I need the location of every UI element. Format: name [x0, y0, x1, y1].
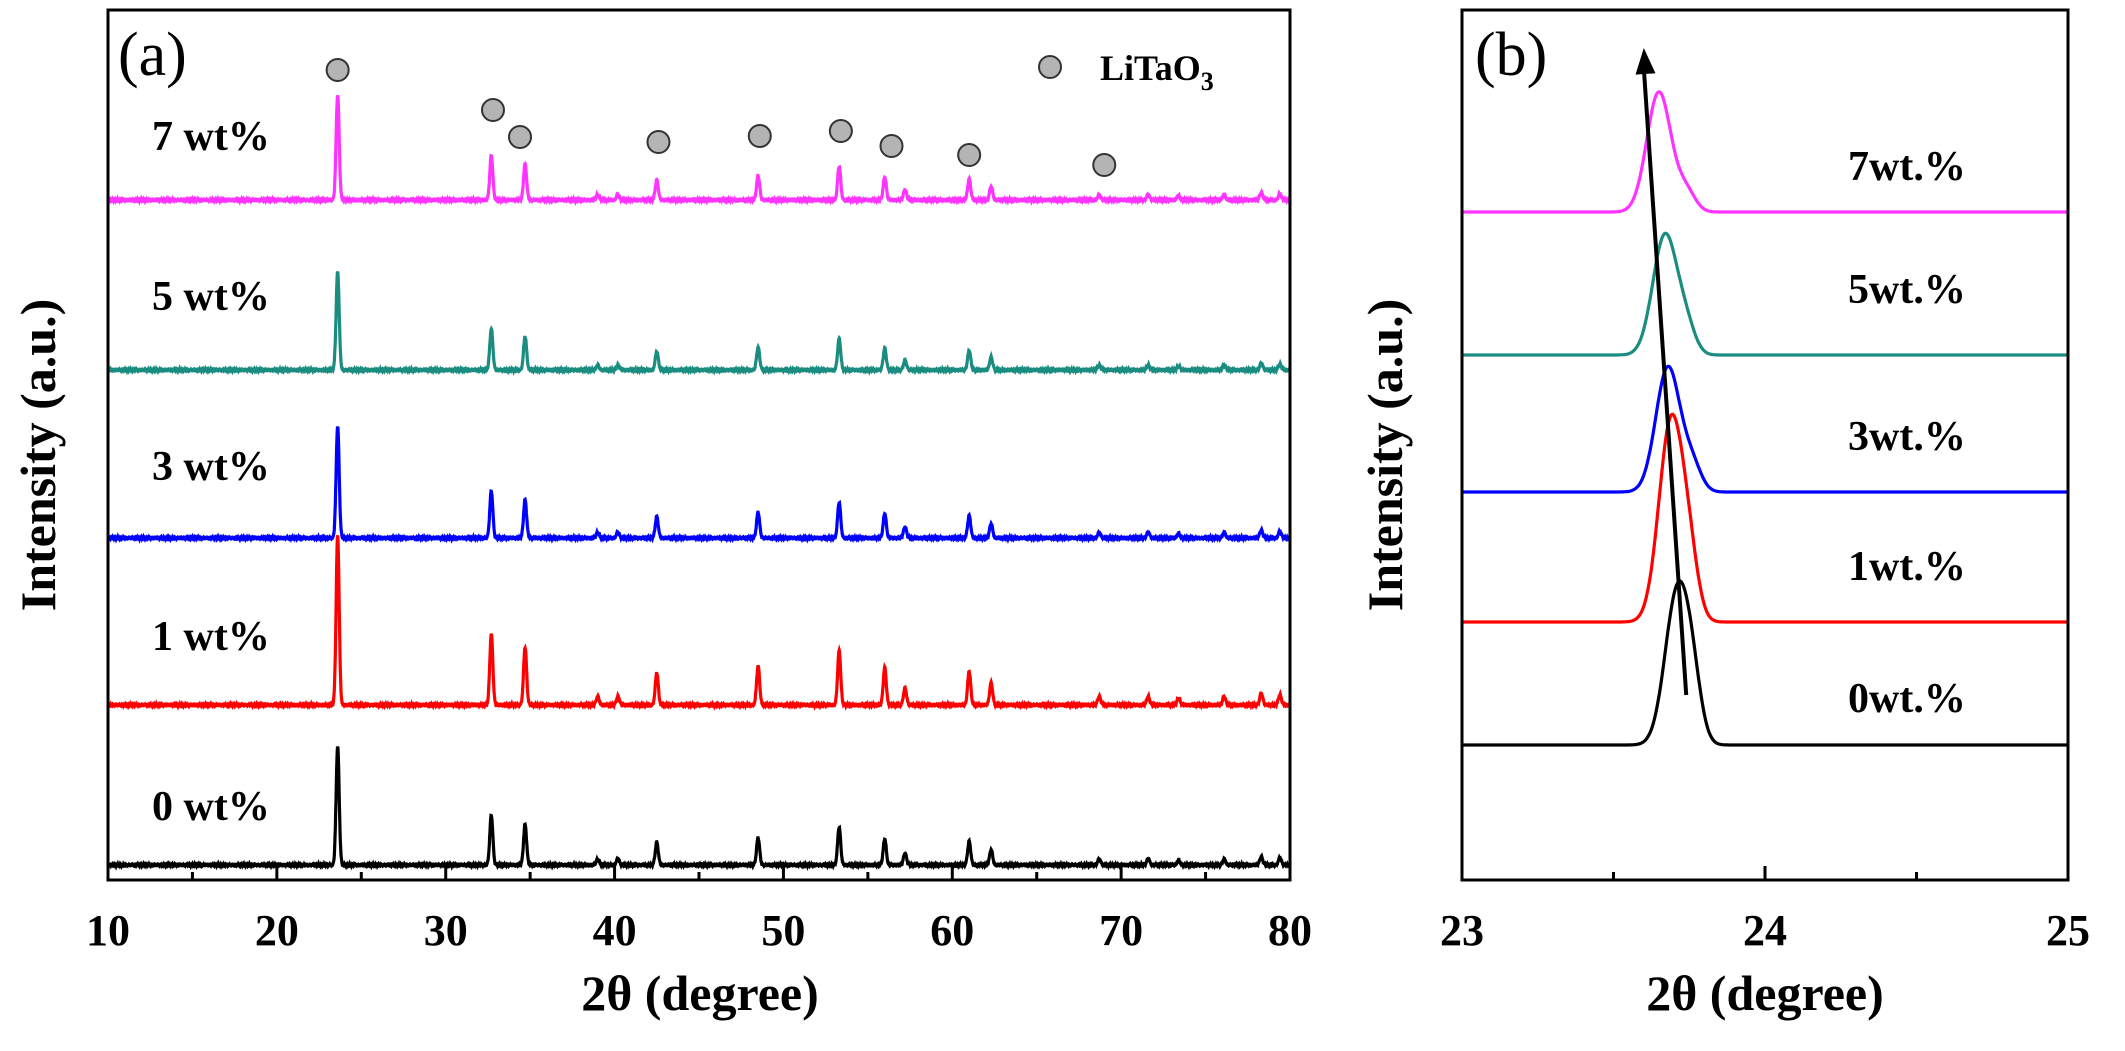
panel-b-frame: [1460, 8, 2070, 882]
phase-marker: [480, 98, 505, 122]
x-tick-label: 30: [424, 906, 468, 955]
series-label: 1wt.%: [1848, 544, 1966, 590]
phase-marker: [1092, 153, 1117, 177]
series-label: 3wt.%: [1848, 414, 1966, 460]
panel-b-y-axis-label: Intensity (a.u.): [1357, 299, 1413, 612]
phase-marker: [747, 124, 772, 148]
phase-marker: [646, 130, 671, 154]
series-label: 7 wt%: [152, 114, 270, 160]
series-line: [1462, 231, 2068, 357]
x-tick-label: 24: [1743, 906, 1787, 955]
series-line-3wt: [106, 426, 1292, 544]
series-label: 0 wt%: [152, 784, 270, 830]
series-line: [1462, 579, 2068, 747]
legend-label-sub: 3: [1201, 67, 1214, 96]
panel-b-traces: [1462, 90, 2068, 747]
x-tick-label: 70: [1099, 906, 1143, 955]
phase-marker: [828, 119, 853, 143]
panel-a-x-axis: 10 20 30 40 50 60 70 80: [86, 866, 1312, 955]
panel-b-x-axis-label: 2θ (degree): [1646, 965, 1884, 1021]
legend-marker: [1038, 55, 1062, 79]
panel-a-series-labels: 0 wt% 1 wt% 3 wt% 5 wt% 7 wt%: [152, 114, 270, 830]
phase-marker: [508, 125, 533, 149]
panel-a-label: (a): [118, 21, 187, 89]
x-tick-label: 25: [2046, 906, 2090, 955]
panel-b: 23 24 25 0wt.% 1wt.% 3wt.% 5wt.% 7wt.% (b) 2θ …: [1357, 8, 2090, 1021]
arrow-shaft: [1641, 67, 1689, 696]
panel-b-x-axis: 23 24 25: [1440, 866, 2090, 955]
panel-b-series-labels: 0wt.% 1wt.% 3wt.% 5wt.% 7wt.%: [1848, 144, 1966, 722]
x-tick-label: 20: [255, 906, 299, 955]
series-line-1wt: [106, 535, 1292, 711]
series-line: [1462, 364, 2068, 494]
panel-a-y-axis-label: Intensity (a.u.): [10, 299, 66, 612]
arrow-head: [1635, 48, 1656, 75]
series-label: 5wt.%: [1848, 267, 1966, 313]
x-tick-label: 50: [761, 906, 805, 955]
series-line-5wt: [106, 271, 1292, 376]
phase-marker: [879, 134, 904, 158]
series-label: 3 wt%: [152, 444, 270, 490]
x-tick-label: 10: [86, 906, 130, 955]
series-label: 1 wt%: [152, 614, 270, 660]
x-tick-label: 40: [593, 906, 637, 955]
series-label: 5 wt%: [152, 274, 270, 320]
phase-marker: [325, 58, 350, 82]
panel-a-frame: [106, 8, 1292, 882]
legend: LiTaO3: [1038, 48, 1214, 96]
series-line-7wt: [106, 95, 1292, 206]
series-line: [1462, 90, 2068, 214]
panel-a: 10 20 30 40 50 60 70 80 0 wt% 1 wt% 3 wt% 5 wt% 7 w…: [10, 8, 1312, 1021]
panel-a-x-axis-label: 2θ (degree): [581, 965, 819, 1021]
series-line: [1462, 412, 2068, 624]
x-tick-label: 23: [1440, 906, 1484, 955]
peak-shift-arrow: [1635, 48, 1689, 696]
series-label: 7wt.%: [1848, 144, 1966, 190]
panel-a-traces: [106, 95, 1292, 871]
legend-label: LiTaO3: [1100, 48, 1214, 96]
panel-a-phase-markers: [325, 58, 1117, 177]
x-tick-label: 80: [1268, 906, 1312, 955]
panel-b-label: (b): [1475, 21, 1547, 89]
series-label: 0wt.%: [1848, 676, 1966, 722]
legend-label-main: LiTaO: [1100, 48, 1201, 88]
series-line-0wt: [106, 746, 1292, 871]
phase-marker: [957, 143, 982, 167]
x-tick-label: 60: [930, 906, 974, 955]
